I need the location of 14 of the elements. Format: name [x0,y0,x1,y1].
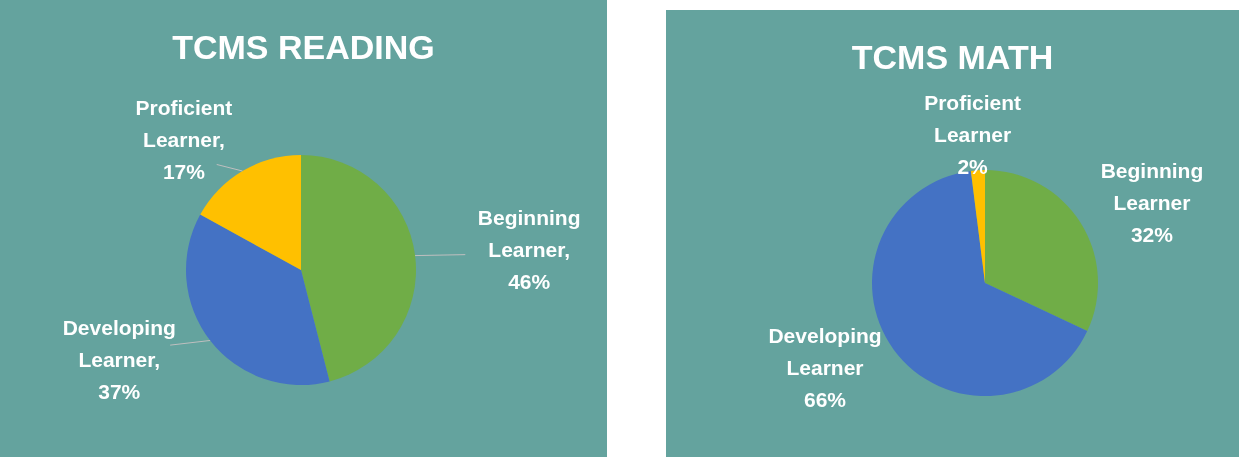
slice-label: Proficient Learner [924,90,1022,146]
pie-slice [301,155,416,382]
data-label: 32% [1130,222,1174,246]
pie-slice [186,214,330,385]
slice-label: Developing Learner, 37% [62,316,176,404]
slice-label: Beginning Learner [1100,158,1204,214]
chart-title: TCMS READING [172,27,435,66]
slice-label: Beginning Learner, 46% [477,205,581,293]
data-label: 66% [804,387,847,411]
data-label: 2% [957,154,989,178]
slice-label: Proficient Learner, 17% [135,95,233,183]
slice-label: Developing Learner [768,323,882,379]
pie-slice [985,170,1098,332]
chart-title: TCMS MATH [851,37,1054,76]
